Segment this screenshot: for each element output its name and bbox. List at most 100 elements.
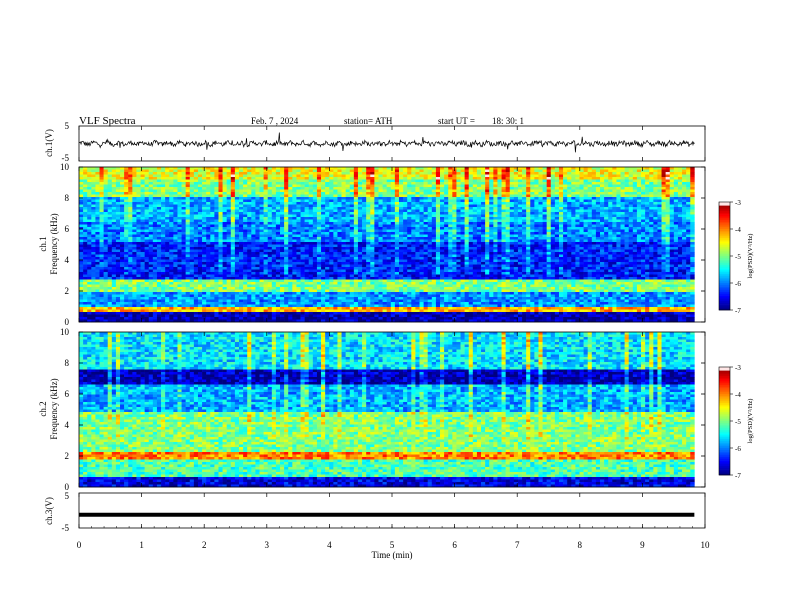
ch1-spectrogram-cell	[177, 189, 182, 193]
ch1-spectrogram-cell	[563, 167, 568, 170]
ch1-spectrogram-cell	[661, 247, 666, 250]
ch1-spectrogram-cell	[234, 244, 240, 248]
ch1-spectrogram-cell	[304, 179, 310, 183]
ch1-spectrogram-cell	[595, 217, 601, 220]
ch1-spectrogram-cell	[558, 204, 564, 208]
ch1-spectrogram-cell	[128, 204, 133, 208]
ch1-spectrogram-cell	[558, 189, 564, 193]
ch1-spectrogram-cell	[538, 179, 543, 183]
ch1-spectrogram-cell	[641, 227, 646, 230]
ch1-spectrogram-cell	[386, 179, 392, 183]
ch1-spectrogram-cell	[632, 242, 638, 245]
ch1-spectrogram-cell	[526, 212, 531, 215]
ch1-spectrogram-cell	[288, 204, 293, 208]
ch1-spectrogram-cell	[468, 222, 474, 225]
ch1-spectrogram-cell	[567, 219, 572, 223]
ch1-spectrogram-cell	[538, 202, 543, 205]
ch1-spectrogram-cell	[530, 247, 535, 250]
ch1-spectrogram-cell	[107, 189, 113, 193]
ch1-spectrogram-cell	[197, 237, 203, 240]
ch1-spectrogram-cell	[202, 232, 207, 235]
ch1-spectrogram-cell	[645, 227, 650, 230]
ch1-spectrogram-cell	[312, 237, 318, 240]
ch1-spectrogram-cell	[517, 237, 523, 240]
ch1-spectrogram-cell	[407, 179, 412, 183]
ch1-spectrogram-cell	[378, 204, 383, 208]
ch1-spectrogram-cell	[558, 169, 564, 173]
ch1-spectrogram-cell	[374, 204, 379, 208]
ch1-spectrogram-cell	[567, 177, 572, 180]
ch1-spectrogram-cell	[177, 194, 182, 198]
ch1-spectrogram-cell	[468, 187, 474, 190]
ch1-spectrogram-cell	[398, 227, 404, 230]
ch1-spectrogram-cell	[329, 187, 334, 190]
ch1-spectrogram-cell	[571, 209, 576, 213]
ch1-spectrogram-cell	[177, 214, 182, 218]
ch1-spectrogram-cell	[583, 167, 588, 170]
ch1-spectrogram-cell	[419, 167, 424, 170]
ch1-spectrogram-cell	[456, 214, 461, 218]
ch1-spectrogram-cell	[468, 217, 474, 220]
ch1-spectrogram-cell	[292, 244, 297, 248]
ch1-spectrogram-cell	[238, 219, 244, 223]
ch1-spectrogram-cell	[579, 199, 584, 203]
ch1-spectrogram-cell	[493, 247, 498, 250]
ch1-spectrogram-cell	[288, 167, 293, 170]
ch1-spectrogram-cell	[435, 209, 441, 213]
ch1-spectrogram-cell	[661, 242, 666, 245]
ch1-spectrogram-cell	[526, 194, 531, 198]
ch1-spectrogram-cell	[275, 227, 281, 230]
ch1-spectrogram-cell	[415, 227, 420, 230]
ch1-spectrogram-cell	[99, 182, 104, 185]
ch1-spectrogram-cell	[87, 184, 92, 188]
ch1-spectrogram-cell	[206, 247, 211, 250]
ch1-spectrogram-cell	[148, 184, 154, 188]
ch1-spectrogram-cell	[390, 187, 396, 190]
ch1-spectrogram-cell	[111, 172, 117, 175]
ch1-spectrogram-cell	[403, 244, 408, 248]
ch1-spectrogram-cell	[251, 217, 256, 220]
ch1-spectrogram-cell	[682, 184, 687, 188]
ch1-spectrogram-cell	[95, 209, 100, 213]
ch1-spectrogram-cell	[210, 247, 215, 250]
ch1-spectrogram-cell	[600, 237, 605, 240]
ch1-spectrogram-cell	[645, 222, 650, 225]
ch1-spectrogram-cell	[690, 174, 695, 178]
ch1-spectrogram-cell	[538, 199, 543, 203]
ch1-spectrogram-cell	[669, 212, 675, 215]
ch1-spectrogram-cell	[111, 224, 117, 228]
ch1-spectrogram-cell	[128, 232, 133, 235]
ch1-spectrogram-cell	[657, 167, 662, 170]
ch1-spectrogram-cell	[120, 187, 125, 190]
ch1-spectrogram-cell	[440, 229, 445, 233]
ch1-spectrogram-cell	[452, 189, 457, 193]
ch1-spectrogram-cell	[558, 212, 564, 215]
ch1-spectrogram-cell	[472, 217, 478, 220]
ch1-spectrogram-cell	[111, 249, 117, 253]
ch1-spectrogram-cell	[243, 219, 248, 223]
ch1-spectrogram-cell	[612, 232, 617, 235]
ch1-spectrogram-cell	[312, 219, 318, 223]
ch1-spectrogram-cell	[600, 209, 605, 213]
ch1-spectrogram-cell	[419, 247, 424, 250]
ch1-spectrogram-cell	[595, 227, 601, 230]
ch1-spectrogram-cell	[251, 194, 256, 198]
ch1-spectrogram-cell	[337, 167, 342, 170]
ch1-spectrogram-cell	[95, 232, 100, 235]
ch1-spectrogram-cell	[374, 234, 379, 238]
ch1-spectrogram-cell	[177, 249, 182, 253]
ch1-spectrogram-cell	[534, 169, 539, 173]
ch1-spectrogram-cell	[538, 224, 543, 228]
ch1-spectrogram-cell	[181, 187, 186, 190]
ch1-spectrogram-cell	[591, 174, 597, 178]
ch1-spectrogram-cell	[497, 197, 502, 200]
ch1-spectrogram-cell	[460, 212, 465, 215]
ch1-spectrogram-cell	[214, 234, 219, 238]
ch1-spectrogram-cell	[472, 184, 478, 188]
ch1-spectrogram-cell	[374, 199, 379, 203]
ch1-spectrogram-cell	[247, 242, 252, 245]
ch1-spectrogram-cell	[657, 192, 662, 195]
ch1-spectrogram-cell	[542, 199, 547, 203]
ch1-spectrogram-cell	[185, 184, 191, 188]
ch1-spectrogram-cell	[464, 232, 470, 235]
